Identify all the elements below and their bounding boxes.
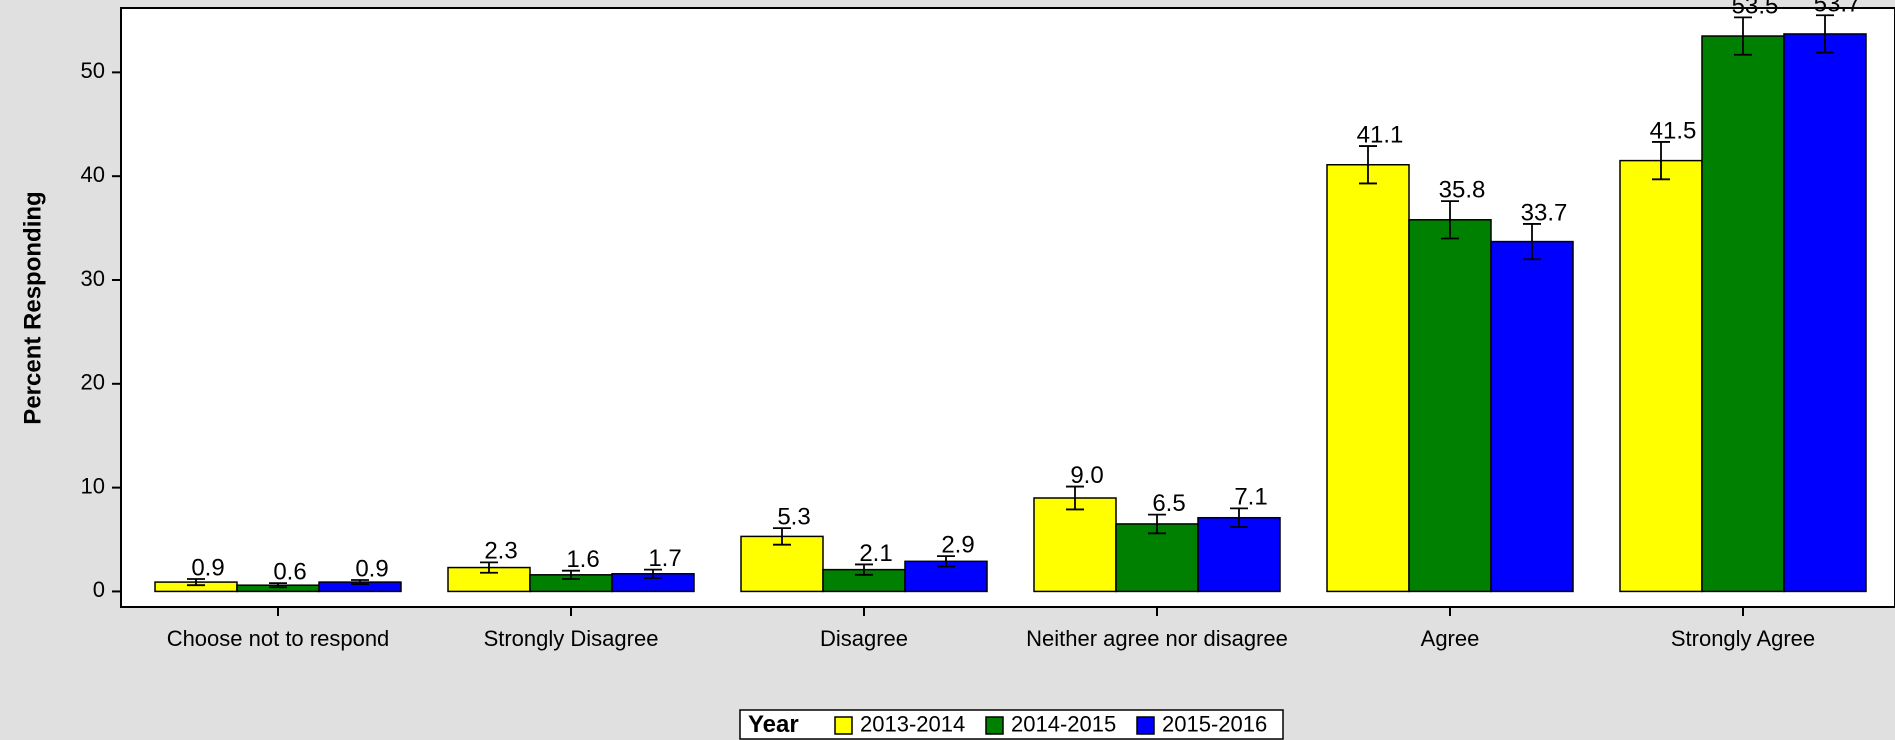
- y-tick-label: 20: [81, 370, 105, 395]
- error-bar: [351, 579, 369, 586]
- data-label: 0.9: [191, 554, 224, 581]
- error-bar: [644, 568, 662, 579]
- legend-box: [739, 709, 1284, 740]
- data-label: 1.6: [566, 546, 599, 573]
- data-label: 0.6: [273, 558, 306, 585]
- y-tick-label: 10: [81, 473, 105, 498]
- data-label: 41.5: [1650, 117, 1697, 144]
- bar: [1490, 240, 1574, 593]
- legend-swatch: [985, 716, 1004, 735]
- error-bar: [187, 578, 205, 587]
- error-bar: [773, 527, 791, 546]
- error-bar: [1230, 507, 1248, 528]
- bar: [1115, 523, 1199, 593]
- legend-label: 2014-2015: [1011, 711, 1116, 736]
- legend-label: 2013-2014: [860, 711, 965, 736]
- x-tick-label: Neither agree nor disagree: [1026, 626, 1288, 651]
- data-label: 35.8: [1439, 176, 1486, 203]
- error-bar: [562, 569, 580, 580]
- error-bar: [1652, 141, 1670, 181]
- bar: [1033, 497, 1117, 593]
- data-label: 6.5: [1152, 490, 1185, 517]
- error-bar: [480, 561, 498, 574]
- bar: [1701, 35, 1785, 593]
- x-tick-label: Strongly Agree: [1671, 626, 1815, 651]
- data-label: 41.1: [1357, 121, 1404, 148]
- y-tick-label: 0: [93, 577, 105, 602]
- error-bar: [1523, 223, 1541, 261]
- legend-label: 2015-2016: [1162, 711, 1267, 736]
- y-axis-label: Percent Responding: [19, 191, 46, 424]
- legend-swatch: [834, 716, 853, 735]
- error-bar: [1148, 513, 1166, 535]
- plot-area: [120, 7, 1895, 608]
- error-bar: [1734, 16, 1752, 56]
- bar: [1783, 33, 1867, 593]
- bar: [1619, 159, 1703, 593]
- y-tick-label: 30: [81, 266, 105, 291]
- data-label: 9.0: [1070, 462, 1103, 489]
- error-bar: [937, 555, 955, 568]
- error-bar: [1066, 485, 1084, 511]
- data-label: 53.7: [1814, 0, 1861, 18]
- bar: [1408, 219, 1492, 593]
- bar: [1326, 164, 1410, 593]
- error-bar: [1441, 200, 1459, 240]
- bar: [1197, 516, 1281, 593]
- data-label: 33.7: [1521, 199, 1568, 226]
- y-tick-label: 40: [81, 162, 105, 187]
- data-label: 2.1: [859, 540, 892, 567]
- error-bar: [269, 582, 287, 589]
- error-bar: [855, 563, 873, 576]
- data-label: 7.1: [1234, 484, 1267, 511]
- data-label: 0.9: [355, 555, 388, 582]
- x-tick-label: Disagree: [820, 626, 908, 651]
- x-tick-label: Agree: [1421, 626, 1480, 651]
- x-tick-label: Strongly Disagree: [484, 626, 659, 651]
- legend-title: Year: [748, 711, 799, 738]
- data-label: 2.9: [941, 531, 974, 558]
- x-tick-label: Choose not to respond: [167, 626, 390, 651]
- error-bar: [1816, 14, 1834, 54]
- data-label: 53.5: [1732, 0, 1779, 20]
- data-label: 1.7: [648, 545, 681, 572]
- data-label: 5.3: [777, 503, 810, 530]
- y-tick-label: 50: [81, 58, 105, 83]
- legend-swatch: [1136, 716, 1155, 735]
- data-label: 2.3: [484, 538, 517, 565]
- error-bar: [1359, 145, 1377, 185]
